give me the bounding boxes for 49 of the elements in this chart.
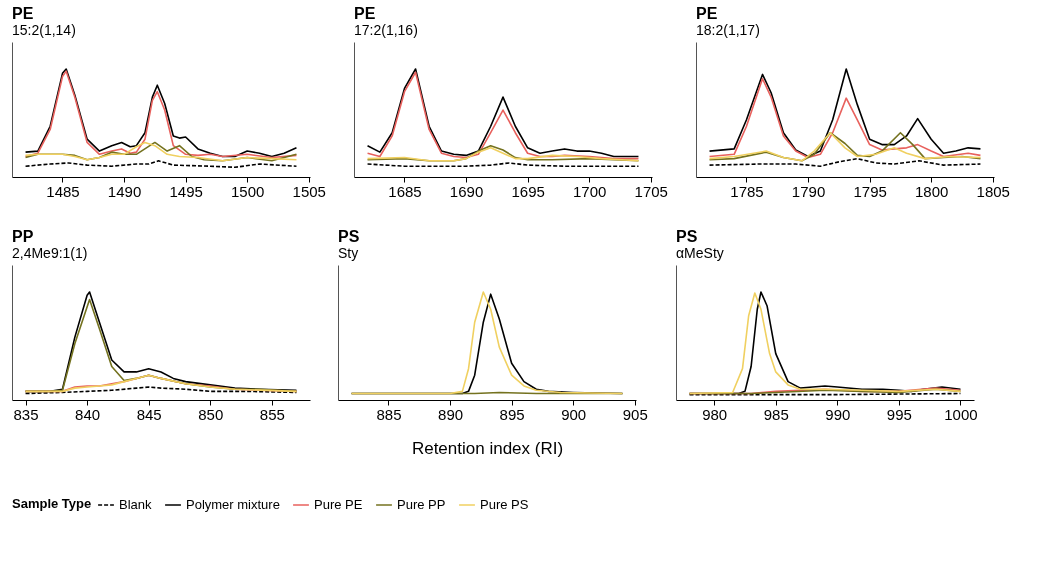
legend-label: Pure PP (397, 497, 446, 512)
x-tick-label: 1700 (573, 182, 607, 200)
legend-label: Blank (119, 497, 153, 512)
x-tick-label: 1000 (944, 405, 978, 423)
x-tick-label: 845 (136, 405, 162, 423)
chart-subtitle: αMeSty (676, 245, 724, 261)
chart-title: PS (338, 228, 360, 245)
x-tick-label: 1690 (449, 182, 484, 200)
x-tick-label: 900 (561, 405, 587, 423)
x-tick-label: 890 (438, 405, 464, 423)
x-tick-label: 985 (763, 405, 789, 423)
x-tick-label: 1800 (915, 182, 949, 200)
chart-title: PE (354, 5, 376, 22)
x-tick-label: 1685 (388, 182, 422, 200)
x-tick-label: 1805 (976, 182, 1010, 200)
x-tick-label: 840 (75, 405, 101, 423)
chart-title: PS (676, 228, 698, 245)
x-tick-label: 1795 (853, 182, 887, 200)
x-tick-label: 1695 (511, 182, 545, 200)
x-tick-label: 1705 (634, 182, 668, 200)
chart-subtitle: 15:2(1,14) (12, 22, 76, 38)
chart-subtitle: 17:2(1,16) (354, 22, 418, 38)
x-tick-label: 895 (499, 405, 525, 423)
legend-label: Pure PE (314, 497, 363, 512)
x-tick-label: 855 (259, 405, 285, 423)
chart-subtitle: 2,4Me9:1(1) (12, 245, 88, 261)
x-tick-label: 980 (702, 405, 728, 423)
legend-title: Sample Type (12, 496, 92, 511)
chart-subtitle: Sty (338, 245, 359, 261)
x-tick-label: 905 (622, 405, 648, 423)
chart-subtitle: 18:2(1,17) (696, 22, 760, 38)
x-tick-label: 885 (376, 405, 402, 423)
x-tick-label: 835 (13, 405, 39, 423)
chart-title: PP (12, 228, 34, 245)
x-tick-label: 1495 (169, 182, 203, 200)
x-tick-label: 995 (886, 405, 912, 423)
legend-label: Pure PS (480, 497, 529, 512)
x-tick-label: 850 (198, 405, 224, 423)
x-tick-label: 1785 (730, 182, 764, 200)
chart-title: PE (696, 5, 718, 22)
x-tick-label: 1505 (292, 182, 326, 200)
legend-label: Polymer mixture (186, 497, 280, 512)
x-tick-label: 1485 (46, 182, 80, 200)
x-tick-label: 990 (825, 405, 851, 423)
x-tick-label: 1490 (107, 182, 142, 200)
x-axis-title: Retention index (RI) (411, 438, 564, 458)
x-tick-label: 1790 (791, 182, 826, 200)
x-tick-label: 1500 (231, 182, 265, 200)
chart-title: PE (12, 5, 34, 22)
